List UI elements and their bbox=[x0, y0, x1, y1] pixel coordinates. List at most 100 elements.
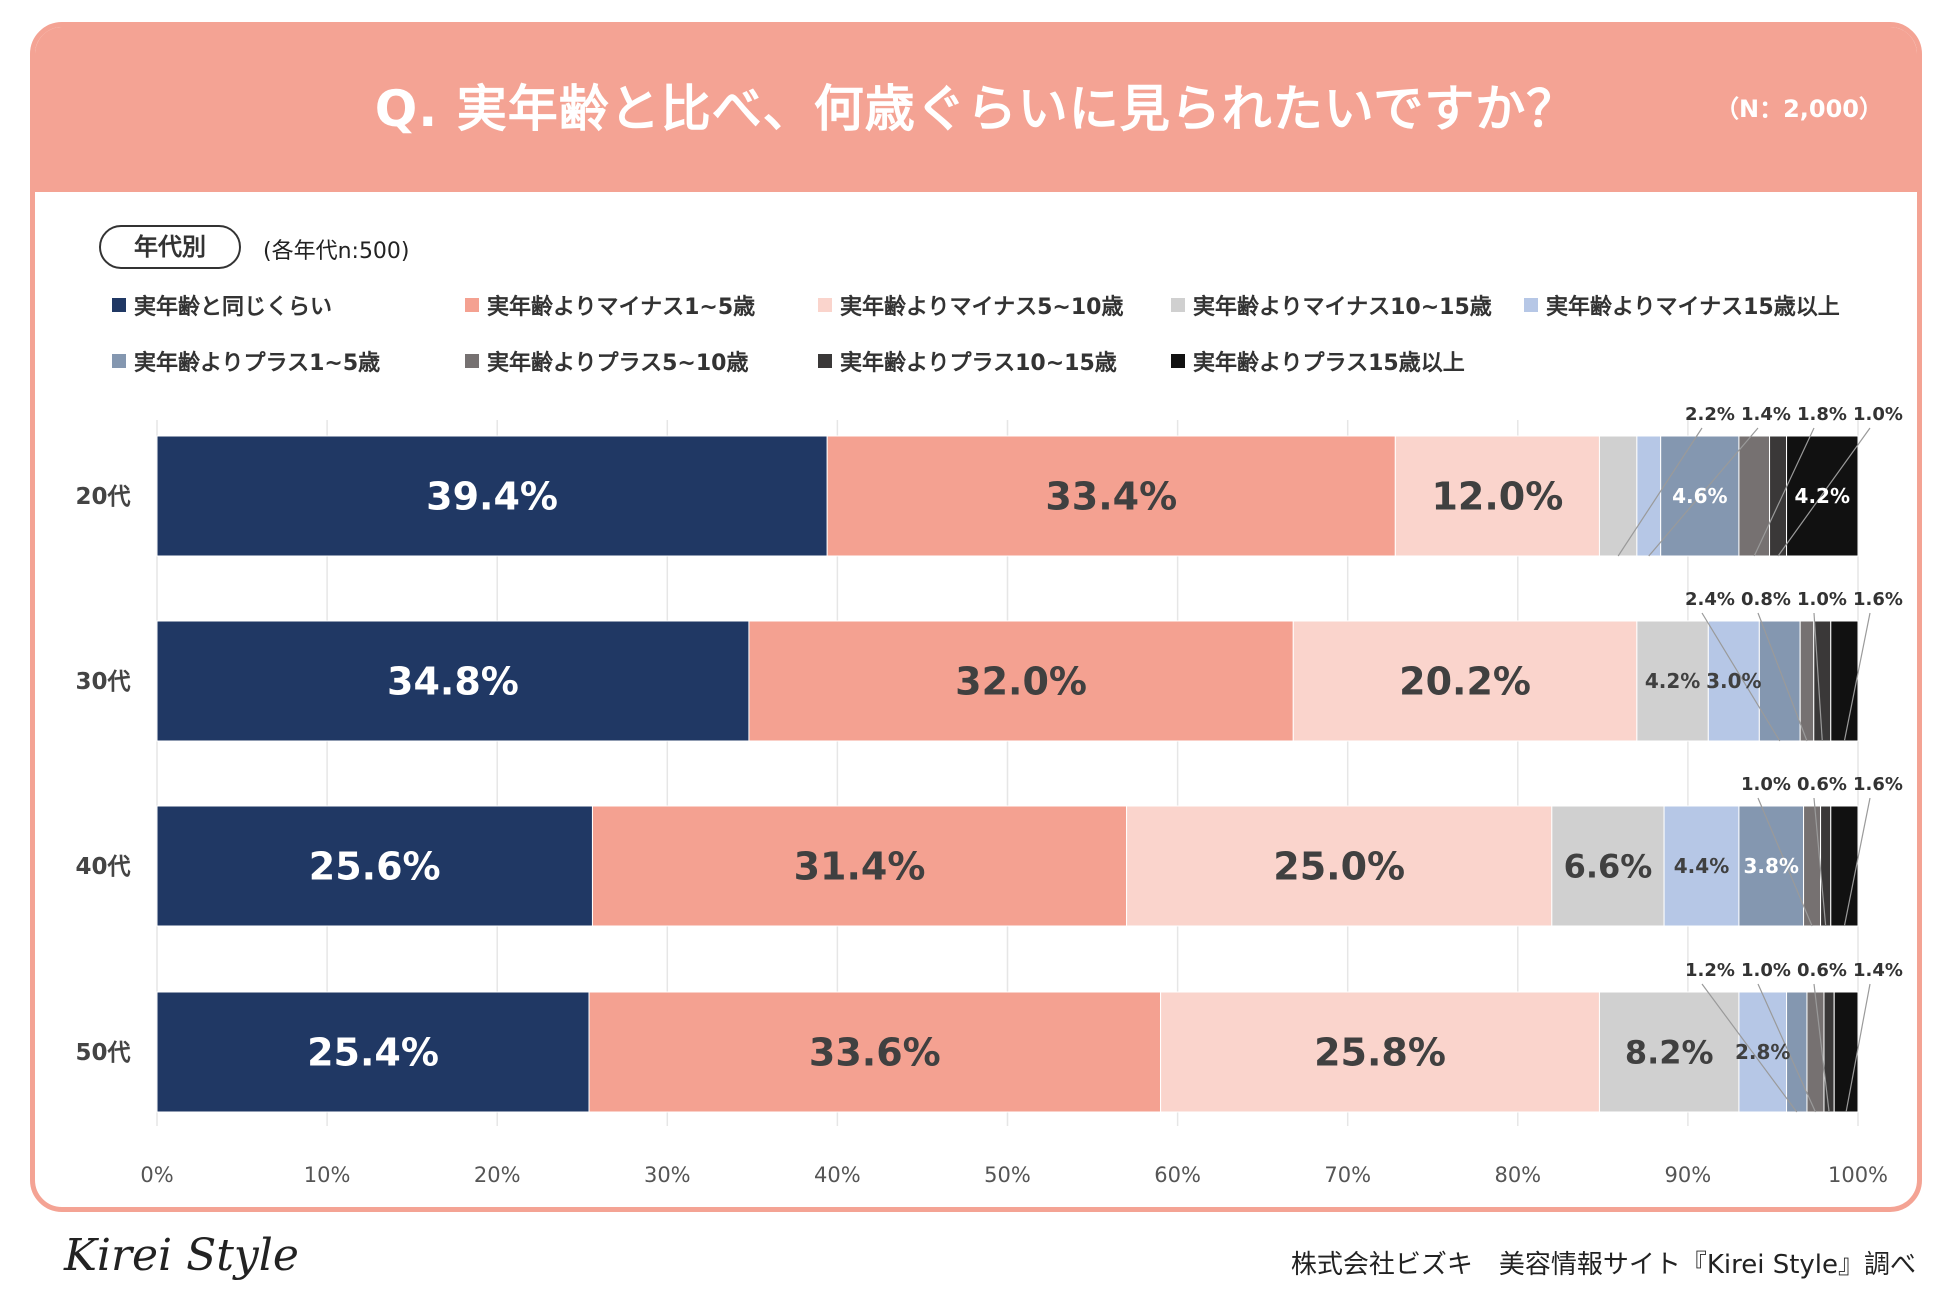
legend-swatch bbox=[1524, 298, 1538, 312]
legend-swatch bbox=[112, 354, 126, 368]
x-tick-label: 20% bbox=[474, 1163, 521, 1187]
bar-segment bbox=[1598, 435, 1638, 557]
legend-label: 実年齢よりプラス10~15歳 bbox=[840, 351, 1117, 376]
bar-segment bbox=[1598, 991, 1740, 1113]
legend-label: 実年齢よりマイナス5~10歳 bbox=[840, 295, 1124, 320]
bar-segment bbox=[1663, 805, 1740, 927]
data-label: 4.2% bbox=[1795, 484, 1850, 508]
callout-leader bbox=[1843, 612, 1871, 742]
legend-swatch bbox=[1171, 354, 1185, 368]
bar-segment bbox=[1803, 805, 1822, 927]
data-label: 1.0% bbox=[1853, 404, 1903, 425]
data-label: 0.8% bbox=[1741, 589, 1791, 610]
bar-segment bbox=[1126, 805, 1553, 927]
legend-item: 実年齢よりプラス10~15歳 bbox=[818, 345, 1117, 377]
callout-leader bbox=[1813, 612, 1823, 742]
callout-leader bbox=[1648, 427, 1759, 557]
legend-item: 実年齢よりプラス1~5歳 bbox=[112, 345, 380, 377]
x-tick-label: 60% bbox=[1154, 1163, 1201, 1187]
category-label: 20代 bbox=[75, 484, 130, 510]
page-title: Q. 実年齢と比べ、何歳ぐらいに見られたいですか？ bbox=[374, 80, 1578, 138]
bar-segment bbox=[156, 991, 590, 1113]
bar-segment bbox=[1823, 991, 1835, 1113]
callout-leader bbox=[1813, 797, 1827, 927]
callout-leader bbox=[1845, 983, 1871, 1113]
category-label: 50代 bbox=[75, 1040, 130, 1066]
legend-label: 実年齢と同じくらい bbox=[134, 295, 333, 320]
bar-segment bbox=[1394, 435, 1600, 557]
data-label: 2.2% bbox=[1685, 404, 1735, 425]
legend-swatch bbox=[818, 298, 832, 312]
data-label: 25.4% bbox=[307, 1031, 439, 1075]
bar-segment bbox=[1636, 620, 1709, 742]
per-group-sample-note: (各年代n:500) bbox=[263, 239, 410, 264]
data-label: 12.0% bbox=[1431, 475, 1563, 519]
legend-swatch bbox=[818, 354, 832, 368]
legend-label: 実年齢よりプラス1~5歳 bbox=[134, 351, 381, 376]
category-label: 40代 bbox=[75, 854, 130, 880]
data-label: 25.6% bbox=[309, 845, 441, 889]
callout-leader bbox=[1757, 797, 1813, 927]
legend-item: 実年齢よりマイナス5~10歳 bbox=[818, 289, 1123, 321]
data-label: 6.6% bbox=[1564, 848, 1653, 886]
data-label: 1.6% bbox=[1853, 589, 1903, 610]
source-credit: 株式会社ビズキ 美容情報サイト『Kirei Style』調べ bbox=[1290, 1250, 1916, 1280]
bar-segment bbox=[1830, 805, 1859, 927]
data-label: 1.6% bbox=[1853, 774, 1903, 795]
bar-segment bbox=[156, 620, 750, 742]
legend-item: 実年齢よりプラス5~10歳 bbox=[465, 345, 748, 377]
bar-segment bbox=[1738, 805, 1805, 927]
callout-leader bbox=[1701, 612, 1781, 742]
bar-segment bbox=[1786, 435, 1859, 557]
callout-leader bbox=[1813, 983, 1830, 1113]
data-label: 20.2% bbox=[1399, 660, 1531, 704]
x-tick-label: 90% bbox=[1665, 1163, 1712, 1187]
data-label: 1.4% bbox=[1853, 960, 1903, 981]
x-tick-label: 70% bbox=[1324, 1163, 1371, 1187]
bar-segment bbox=[588, 991, 1162, 1113]
callout-leader bbox=[1777, 427, 1871, 557]
data-label: 4.6% bbox=[1672, 484, 1727, 508]
legend-item: 実年齢よりマイナス10~15歳 bbox=[1171, 289, 1492, 321]
data-label: 3.0% bbox=[1706, 669, 1761, 693]
legend-item: 実年齢よりプラス15歳以上 bbox=[1171, 345, 1465, 377]
bar-segment bbox=[1820, 805, 1832, 927]
data-label: 2.8% bbox=[1735, 1040, 1790, 1064]
legend-swatch bbox=[465, 298, 479, 312]
bar-segment bbox=[1738, 435, 1771, 557]
stacked-bar-chart: 0% 10% 20% 30% 40% 50% 60% 70% 80% 90% 100% 20代 2.2%… bbox=[75, 404, 1903, 1187]
x-tick-label: 100% bbox=[1828, 1163, 1888, 1187]
bar-segment bbox=[1830, 620, 1859, 742]
legend-swatch bbox=[465, 354, 479, 368]
bar-segment bbox=[826, 435, 1396, 557]
data-label: 8.2% bbox=[1625, 1034, 1714, 1072]
x-tick-label: 0% bbox=[140, 1163, 173, 1187]
bar-segment bbox=[1292, 620, 1638, 742]
data-label: 1.0% bbox=[1741, 960, 1791, 981]
legend-label: 実年齢よりプラス5~10歳 bbox=[487, 351, 749, 376]
data-label: 0.6% bbox=[1797, 774, 1847, 795]
bar-segment bbox=[591, 805, 1128, 927]
legend-label: 実年齢よりマイナス10~15歳 bbox=[1193, 295, 1492, 320]
callout-leader bbox=[1617, 427, 1703, 557]
x-tick-label: 50% bbox=[984, 1163, 1031, 1187]
legend-item: 実年齢と同じくらい bbox=[112, 289, 332, 321]
data-label: 2.4% bbox=[1685, 589, 1735, 610]
bar-segment bbox=[1833, 991, 1859, 1113]
category-label: 30代 bbox=[75, 669, 130, 695]
data-label: 32.0% bbox=[955, 660, 1087, 704]
bar-segment bbox=[1799, 620, 1815, 742]
sample-size: （N：2,000） bbox=[1715, 95, 1883, 123]
data-label: 1.2% bbox=[1685, 960, 1735, 981]
bar-segment bbox=[748, 620, 1294, 742]
data-label: 4.2% bbox=[1645, 669, 1700, 693]
x-tick-label: 30% bbox=[644, 1163, 691, 1187]
legend-label: 実年齢よりマイナス15歳以上 bbox=[1546, 295, 1840, 320]
legend-item: 実年齢よりマイナス1~5歳 bbox=[465, 289, 755, 321]
data-label: 1.0% bbox=[1797, 589, 1847, 610]
data-label: 25.8% bbox=[1314, 1031, 1446, 1075]
bar-segment bbox=[1769, 435, 1788, 557]
callout-leader bbox=[1701, 983, 1798, 1113]
bar-segment bbox=[156, 435, 828, 557]
data-label: 1.0% bbox=[1741, 774, 1791, 795]
